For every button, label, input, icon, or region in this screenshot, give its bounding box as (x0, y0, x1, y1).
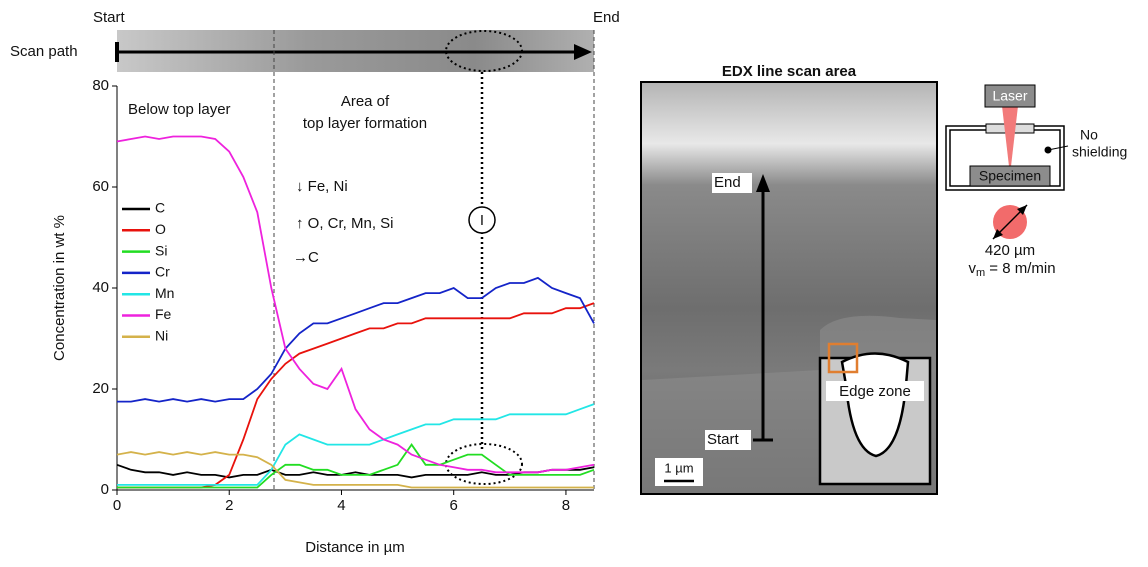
legend-label: O (155, 221, 166, 237)
inset-label: Edge zone (839, 383, 911, 400)
x-tick-label: 8 (562, 497, 570, 514)
speed-rest: = 8 m/min (985, 260, 1055, 277)
annotation: ↓ Fe, Ni (296, 178, 348, 195)
y-tick-label: 60 (92, 178, 109, 195)
series-line (117, 452, 594, 487)
x-tick-label: 0 (113, 497, 121, 514)
scale-label: 1 µm (664, 460, 693, 475)
legend-label: Cr (155, 264, 170, 280)
marker-label: I (480, 212, 484, 229)
speed-label: vm = 8 m/min (968, 260, 1055, 279)
x-tick-label: 6 (450, 497, 458, 514)
shield-label: shielding (1072, 144, 1127, 160)
y-tick-label: 40 (92, 279, 109, 296)
scan-label: Scan path (10, 43, 78, 60)
pointer (1048, 146, 1068, 150)
start-label: Start (707, 431, 740, 448)
y-axis-title: Concentration in wt % (51, 215, 68, 361)
end-label: End (593, 9, 620, 26)
specimen-label: Specimen (979, 168, 1041, 184)
series-line (117, 278, 594, 402)
x-tick-label: 4 (337, 497, 345, 514)
legend-label: Si (155, 242, 167, 258)
x-tick-label: 2 (225, 497, 233, 514)
annotation: Below top layer (128, 101, 231, 118)
legend-label: C (155, 200, 165, 216)
annotation: ↑ O, Cr, Mn, Si (296, 215, 394, 232)
spot-label: 420 µm (985, 242, 1035, 259)
figure: Scan path Start End I Below top layer Ar… (0, 0, 1148, 562)
shield-label: No (1080, 127, 1098, 143)
annotation: →C (293, 249, 319, 266)
annotation: top layer formation (303, 115, 427, 132)
legend-label: Mn (155, 285, 174, 301)
y-tick-label: 20 (92, 380, 109, 397)
start-label: Start (93, 9, 126, 26)
highlight (446, 444, 522, 484)
annotation: Area of (341, 93, 390, 110)
laser-label: Laser (992, 88, 1027, 104)
series-line (117, 137, 594, 473)
series-line (117, 303, 594, 487)
y-tick-label: 0 (101, 481, 109, 498)
y-tick-label: 80 (92, 77, 109, 94)
x-axis-title: Distance in µm (305, 539, 405, 556)
legend-label: Ni (155, 328, 168, 344)
panel-title: EDX line scan area (722, 63, 857, 80)
speed-sub: m (976, 267, 985, 279)
end-label: End (714, 174, 741, 191)
legend-label: Fe (155, 306, 172, 322)
beam (1002, 106, 1018, 175)
